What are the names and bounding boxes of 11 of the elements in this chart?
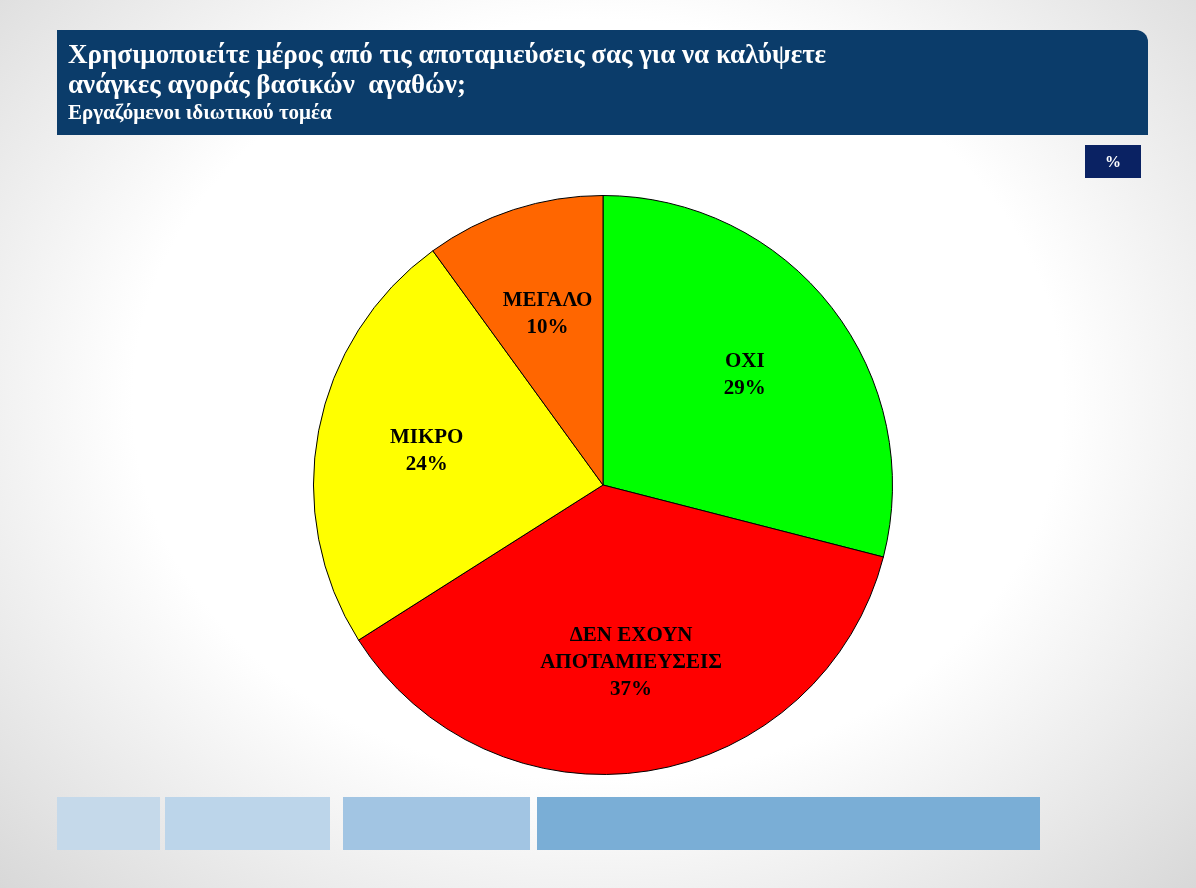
slice-label: ΜΕΓΑΛΟ [502, 287, 593, 312]
chart-subtitle: Εργαζόμενοι ιδιωτικού τομέα [68, 99, 333, 125]
data-label: 37% [610, 675, 653, 700]
slice-label: ΜΙΚΡΟ [389, 424, 464, 449]
data-label: 29% [723, 374, 766, 399]
text: % [1085, 145, 1141, 178]
data-label: 24% [405, 451, 448, 476]
data-label: 10% [526, 314, 569, 339]
slice-label: ΔΕΝ ΕΧΟΥΝ ΑΠΟΤΑΜΙΕΥΣΕΙΣ [540, 621, 722, 673]
chart-title: Χρησιμοποιείτε μέρος από τις αποταμιεύσεις σας για να καλύψετε ανάγκες αγοράς βασικών αγαθών; [68, 39, 828, 99]
slice-label: ΟΧΙ [724, 347, 765, 372]
